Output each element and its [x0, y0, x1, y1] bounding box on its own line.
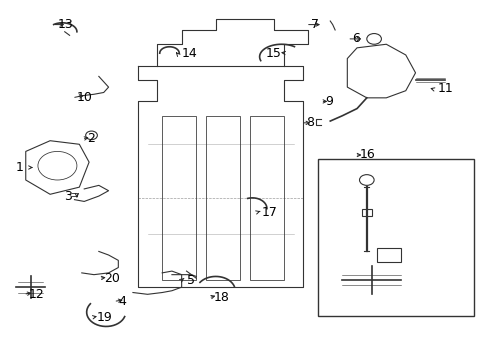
- Text: 14: 14: [182, 47, 197, 60]
- Text: 11: 11: [438, 82, 453, 95]
- Text: 9: 9: [325, 95, 333, 108]
- Text: 20: 20: [104, 272, 120, 285]
- Text: 5: 5: [187, 274, 195, 287]
- Text: 2: 2: [87, 132, 95, 145]
- Text: 13: 13: [57, 18, 73, 31]
- Text: 15: 15: [266, 47, 282, 60]
- Text: 6: 6: [352, 32, 360, 45]
- Text: 10: 10: [77, 91, 93, 104]
- Text: 17: 17: [262, 206, 278, 219]
- Text: 8: 8: [306, 116, 314, 129]
- Text: 4: 4: [118, 295, 126, 308]
- Text: 18: 18: [213, 291, 229, 305]
- Text: 1: 1: [16, 161, 24, 174]
- Text: 7: 7: [311, 18, 319, 31]
- Text: 19: 19: [97, 311, 112, 324]
- Text: 12: 12: [28, 288, 44, 301]
- Text: 3: 3: [64, 190, 72, 203]
- Bar: [318, 158, 474, 316]
- Text: 16: 16: [360, 148, 375, 162]
